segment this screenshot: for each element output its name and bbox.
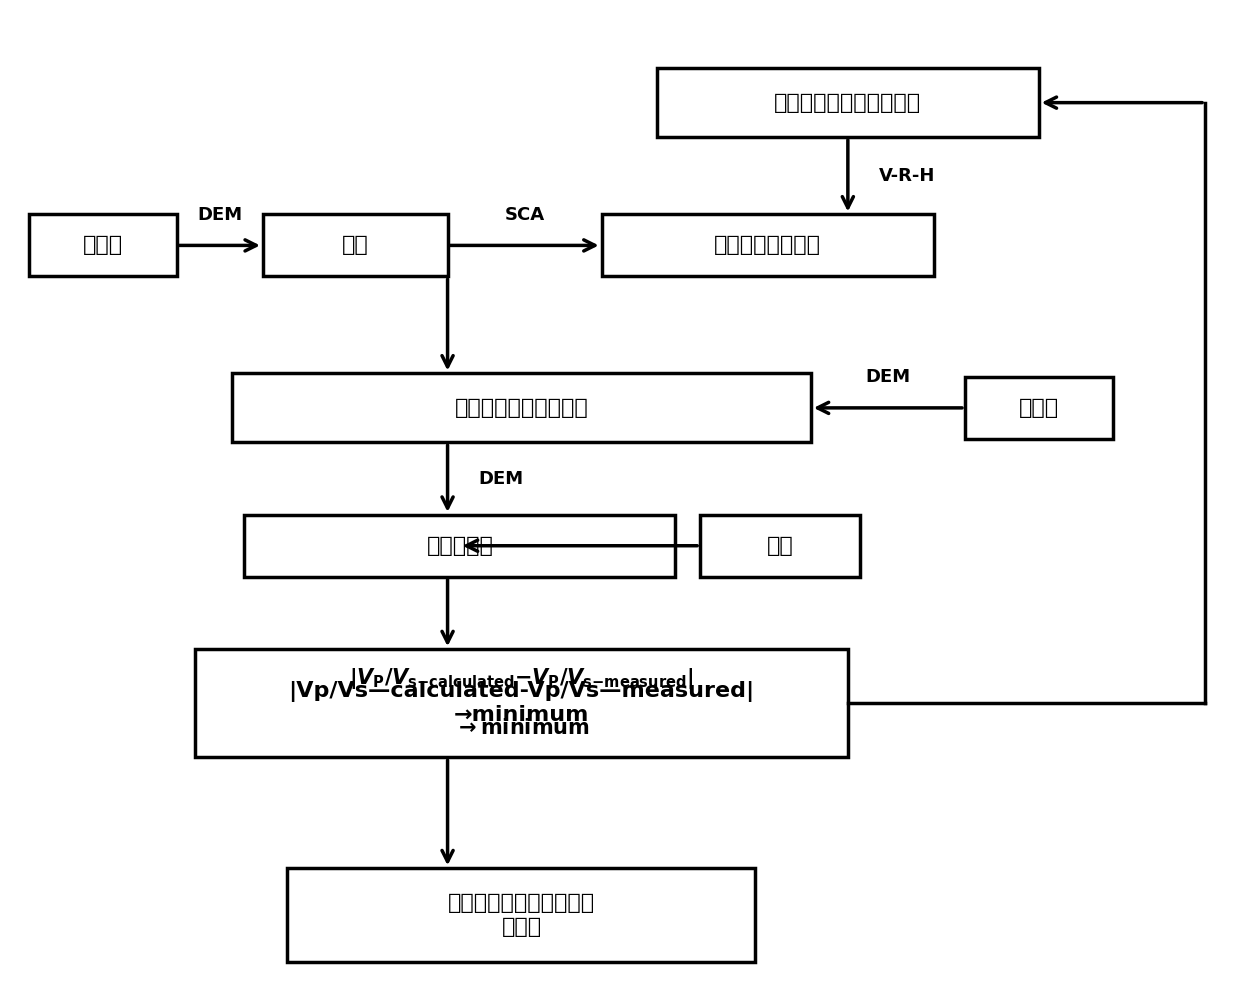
Text: 混合矿物基质模量: 混合矿物基质模量 [714,235,821,255]
Bar [195,649,848,758]
Text: 黏土: 黏土 [766,536,794,556]
Text: DEM: DEM [866,368,910,386]
Bar [244,514,676,577]
Text: $|V_\mathrm{P}/V_\mathrm{s\mathsf{-}calculated}$$-V_\mathrm{P}/V_\mathrm{s\maths: $|V_\mathrm{P}/V_\mathrm{s\mathsf{-}calc… [350,666,693,691]
Text: DEM: DEM [197,206,242,223]
Bar [263,214,448,276]
Text: |Vp/Vs—calculated-Vp/Vs—measured|
→minimum: |Vp/Vs—calculated-Vp/Vs—measured| →minim… [289,681,755,725]
Text: 软孔隙: 软孔隙 [1019,398,1059,418]
Bar [232,373,811,442]
Bar [29,214,176,276]
Text: SCA: SCA [505,206,544,223]
Text: DEM: DEM [479,470,523,488]
Text: $\rightarrow$minimum: $\rightarrow$minimum [454,718,589,738]
Bar [288,868,755,962]
Text: 硬孔隙: 硬孔隙 [83,235,123,255]
Bar [657,69,1039,137]
Text: 石英、碳酸盐岩、黄铁矿: 石英、碳酸盐岩、黄铁矿 [774,92,921,112]
Bar [701,514,861,577]
Text: 干燥粉砂岩脆性指数、弹
性参数: 干燥粉砂岩脆性指数、弹 性参数 [448,894,595,936]
Text: 岩石干骨架: 岩石干骨架 [427,536,494,556]
Text: 长石: 长石 [342,235,368,255]
Text: V-R-H: V-R-H [879,167,935,185]
Bar [601,214,934,276]
Text: 岩石背景骨架弹性模量: 岩石背景骨架弹性模量 [455,398,588,418]
Bar [965,377,1112,439]
